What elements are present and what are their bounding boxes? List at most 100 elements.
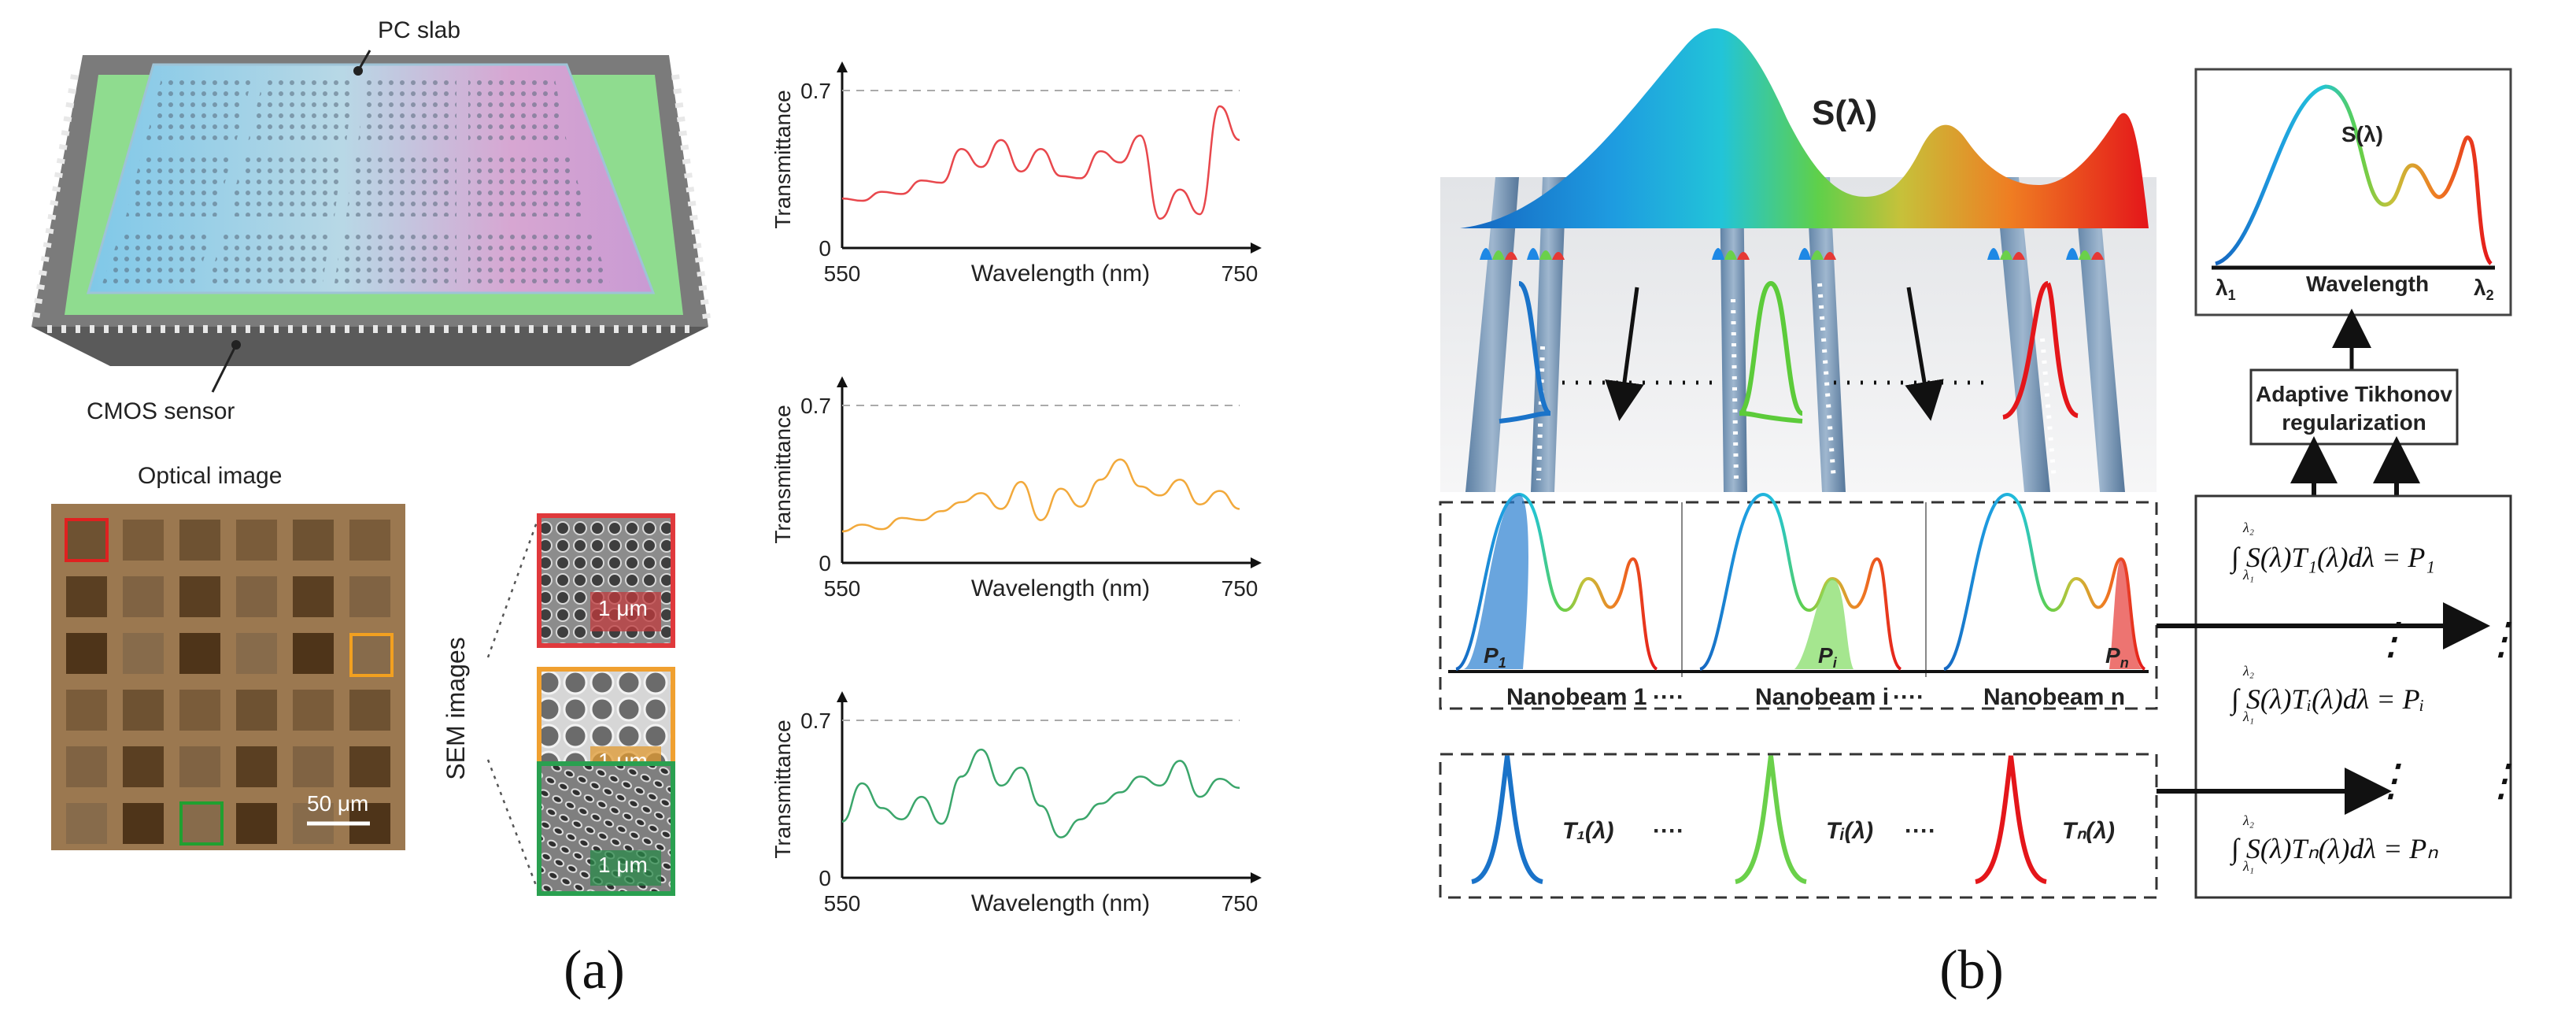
sem-connectors (486, 515, 541, 894)
optical-tile (179, 803, 220, 844)
optical-tile (349, 576, 390, 617)
x-tick-label: 750 (1221, 261, 1258, 286)
p-label-letter: P (2105, 643, 2120, 668)
eqi-upper: λ₂ (2242, 663, 2254, 679)
sem-image-red: 1 μm (537, 513, 675, 648)
ti-label: Tᵢ(λ) (1826, 818, 1873, 844)
eq1-lower: λ₁ (2242, 567, 2254, 583)
nanobeam-n-label: Nanobeam n (1983, 684, 2125, 710)
optical-tile (179, 746, 220, 787)
scale-bar-label: 50 μm (307, 791, 368, 816)
red-marker-box (65, 518, 109, 562)
inset-lambda2-symbol: λ (2474, 276, 2486, 300)
nanobeam-spectrum-2: Pi (1699, 492, 1902, 671)
tikhonov-line2: regularization (2282, 410, 2426, 435)
y-tick-label: 0 (819, 236, 831, 261)
vdots-2b: ⋮ (2479, 757, 2523, 805)
y-tick-label: 0.7 (800, 394, 831, 418)
t-dots-2: ···· (1905, 818, 1936, 844)
optical-tile (123, 633, 164, 674)
optical-tile (293, 520, 334, 561)
optical-tile (293, 690, 334, 731)
equation-i: ∫ S(λ)Tᵢ(λ)dλ = Pᵢ (2230, 683, 2424, 716)
equation-n: ∫ S(λ)Tₙ(λ)dλ = Pₙ (2230, 833, 2438, 866)
y-axis-label: Transmittance (771, 90, 795, 228)
optical-tile (293, 633, 334, 674)
inset-lambda2-sub: 2 (2486, 287, 2494, 303)
optical-tile (179, 633, 220, 674)
red-resonance (2001, 281, 2049, 420)
optical-tile (123, 520, 164, 561)
transmittance-series (841, 458, 1240, 533)
nanobeam-spectra: P1 Pi Pn (1455, 492, 2146, 671)
p-label: Pi (1818, 643, 1838, 671)
tn-label: Tₙ(λ) (2062, 818, 2115, 844)
y-axis-label: Transmittance (771, 405, 795, 543)
t1-label: T₁(λ) (1562, 818, 1614, 844)
x-axis-arrow (1251, 872, 1262, 883)
optical-tile (123, 746, 164, 787)
nanobeam-spectrum-1: P1 (1455, 492, 1658, 671)
eqn-upper: λ₂ (2242, 812, 2254, 828)
x-tick-label: 550 (824, 891, 861, 916)
cmos-sensor-label: CMOS sensor (87, 398, 235, 424)
inset-lambda2: λ2 (2474, 276, 2494, 303)
inset-wavelength-label: Wavelength (2306, 272, 2429, 296)
pc-slab-pointer-dot (353, 66, 363, 76)
pc-slab-label: PC slab (378, 17, 460, 43)
nanobeam-spectrum-3: Pn (1943, 492, 2146, 671)
blue-resonance (1499, 281, 1552, 424)
green-resonance (1738, 281, 1803, 424)
y-tick-label: 0.7 (800, 79, 831, 103)
x-tick-label: 550 (824, 261, 861, 286)
optical-tiles (66, 520, 390, 844)
cmos-pointer (211, 344, 238, 393)
p-label-letter: P (1818, 643, 1833, 668)
chip-illustration: PC slab CMOS sensor (31, 17, 711, 424)
optical-tile (66, 633, 107, 674)
nanobeam-1-label: Nanobeam 1 (1506, 684, 1646, 710)
transmission-panel (1439, 753, 2158, 899)
vdots-2: ⋮ (2369, 757, 2413, 805)
y-tick-label: 0 (819, 551, 831, 575)
transmittance-chart-1: 0 0.7 550 750 Wavelength (nm) Transmittance (771, 61, 1262, 287)
highlighted-peak (1794, 579, 1853, 669)
spectrum-curve (1455, 492, 1658, 671)
spectrum-label: S(λ) (1812, 94, 1877, 132)
optical-image: 50 μm (51, 504, 405, 850)
optical-tile (66, 576, 107, 617)
optical-tile (66, 690, 107, 731)
t1-curve (1471, 755, 1543, 884)
tikhonov-line1: Adaptive Tikhonov (2256, 382, 2452, 406)
down-arrow-left (1605, 287, 1644, 421)
down-arrow-right (1905, 287, 1944, 421)
optical-tile (349, 690, 390, 731)
optical-tile (123, 803, 164, 844)
p-label-sub: 1 (1499, 655, 1506, 671)
sem-scale-green: 1 μm (598, 853, 648, 877)
y-axis-label: Transmittance (771, 720, 795, 858)
spectrum-curve (1699, 492, 1902, 671)
optical-tile (236, 520, 277, 561)
y-axis-arrow (837, 376, 848, 387)
optical-tile (123, 576, 164, 617)
vdots-1: ⋮ (2369, 615, 2413, 664)
equation-1: ∫ S(λ)T₁(λ)dλ = P₁ (2230, 542, 2435, 575)
optical-tile (179, 576, 220, 617)
tikhonov-box (2249, 368, 2459, 446)
optical-tile (66, 803, 107, 844)
x-axis-label: Wavelength (nm) (971, 261, 1150, 287)
highlighted-peak (1464, 494, 1528, 669)
equation-box (2194, 494, 2512, 899)
vdots-1b: ⋮ (2479, 615, 2523, 664)
eqi-lower: λ₁ (2242, 709, 2254, 724)
p-label: Pn (2105, 643, 2129, 671)
optical-tile (236, 746, 277, 787)
p-label-letter: P (1484, 643, 1499, 668)
nanobeam-panels (1439, 501, 2158, 710)
sem-scale-bg-green (590, 850, 661, 886)
transmittance-chart-3: 0 0.7 550 750 Wavelength (nm) Transmittance (771, 691, 1262, 916)
x-tick-label: 550 (824, 576, 861, 601)
transmittance-chart-2: 0 0.7 550 750 Wavelength (nm) Transmittance (771, 376, 1262, 601)
y-tick-label: 0 (819, 866, 831, 890)
